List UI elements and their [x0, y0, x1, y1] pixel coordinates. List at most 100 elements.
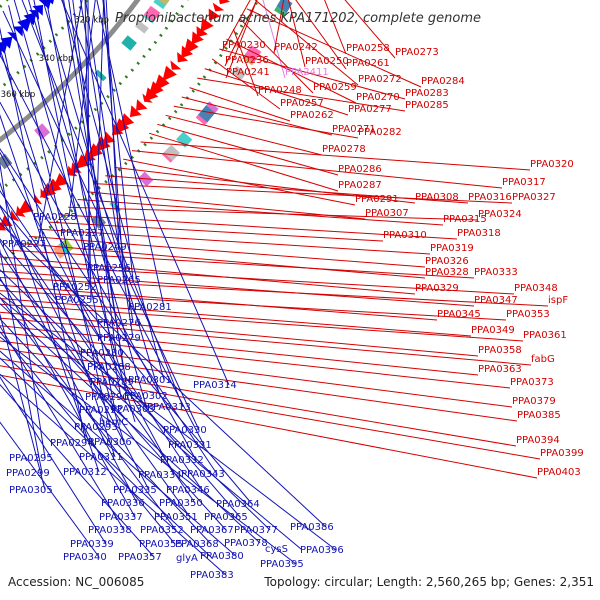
gene-label-forward: PPA0348: [514, 283, 558, 294]
reverse-label-line: [61, 0, 165, 381]
forward-label-line: [0, 331, 511, 389]
reverse-label-line: [0, 303, 261, 544]
outer-cog-block-22: [176, 131, 193, 148]
forward-label-line: [48, 221, 384, 242]
gene-label-forward: PPA0277: [348, 104, 392, 115]
gene-label-reverse: PPA0335: [113, 485, 157, 496]
gene-label-reverse: PPA0302: [124, 391, 168, 402]
forward-label-line: [0, 374, 538, 479]
gene-label-forward: PPA0326: [425, 256, 469, 267]
gene-label-forward: PPA0363: [478, 364, 522, 375]
forward-label-line: [0, 348, 518, 422]
gene-label-forward: PPA0241: [226, 67, 270, 78]
gene-label-reverse: PPA0299: [6, 468, 50, 479]
reverse-label-line: [0, 297, 302, 550]
forward-label-line: [324, 0, 347, 55]
outer-cog-block-38: [244, 45, 262, 63]
map-title: Propionibacterium acnes KPA171202, compl…: [115, 11, 481, 26]
gene-label-forward: PPA0259: [313, 82, 357, 93]
kbp-tick-label: 340 kbp: [39, 54, 74, 64]
forward-label-line: [38, 228, 431, 255]
gene-label-forward: PPA0262: [290, 110, 334, 121]
gene-label-reverse: PPA0252: [53, 282, 97, 293]
forward-label-line: [19, 242, 426, 279]
gene-label-forward: PPA0278: [322, 144, 366, 155]
gene-label-reverse: PPA0288: [87, 362, 131, 373]
reverse-label-line: [0, 161, 46, 459]
gene-label-forward: PPA0315: [443, 214, 487, 225]
forward-gene-29: [200, 17, 214, 33]
reverse-gene-41: [17, 17, 32, 32]
kbp-tick-label: 360 kbp: [1, 90, 36, 100]
gene-label-reverse: PPA0289: [90, 377, 134, 388]
gene-label-reverse: PPA0293: [74, 422, 118, 433]
reverse-label-line: [0, 181, 100, 473]
reverse-label-line: [0, 205, 150, 491]
gene-label-forward: PPA0308: [415, 192, 459, 203]
forward-label-line: [77, 199, 444, 226]
forward-gene-36: [162, 65, 177, 82]
reverse-label-line: [13, 0, 136, 423]
gene-label-reverse: PPA0377: [234, 525, 278, 536]
forward-label-line: [0, 325, 479, 376]
gene-label-reverse: PPA0279: [97, 333, 141, 344]
gene-label-forward: ispF: [548, 295, 568, 306]
reverse-gene-46: [0, 45, 3, 58]
gene-label-forward: PPA0394: [516, 435, 560, 446]
gene-label-reverse: PPA0357: [118, 552, 162, 563]
gene-label-reverse: PPA0378: [224, 538, 268, 549]
gene-label-forward: PPA0291: [355, 194, 399, 205]
reverse-label-line: [0, 325, 125, 531]
gene-label-forward: PPA0349: [471, 325, 515, 336]
reverse-label-line: [0, 53, 205, 446]
gene-label-reverse: PPA0305: [9, 485, 53, 496]
gene-label-reverse: PPA0301: [128, 375, 172, 386]
gene-label-reverse: PPA0340: [63, 552, 107, 563]
forward-label-line: [287, 0, 306, 68]
gene-label-reverse: PPA0351: [154, 512, 198, 523]
ring-layer: [0, 0, 293, 264]
forward-gene-52: [67, 165, 78, 177]
gene-label-forward: PPA0318: [457, 228, 501, 239]
gene-label-reverse: PPA0380: [200, 551, 244, 562]
forward-gene-58: [17, 199, 34, 215]
reverse-label-line: [0, 216, 196, 504]
outer-cog-block-18: [195, 112, 210, 126]
forward-label-line: [58, 214, 458, 240]
forward-label-line: [8, 249, 475, 279]
gene-label-reverse: PPA0330: [163, 425, 207, 436]
reverse-label-line: [0, 114, 116, 458]
gene-label-reverse: PPA0365: [204, 512, 248, 523]
outer-cog-block-7: [231, 68, 245, 80]
reverse-label-line: [68, 0, 124, 368]
forward-gene-53: [53, 173, 69, 187]
gene-label-reverse: PPA0367: [190, 525, 234, 536]
forward-label-line: [165, 114, 323, 156]
gene-label-reverse: PPA0343: [181, 469, 225, 480]
gene-label-forward: PPA0347: [474, 295, 518, 306]
gene-label-forward: PPA0307: [365, 208, 409, 219]
reverse-label-line: [0, 47, 125, 443]
reverse-label-line: [2, 10, 200, 431]
reverse-label-line: [96, 0, 165, 308]
gene-label-forward: PPA2411: [285, 67, 329, 78]
gene-label-reverse: PPA0311: [79, 452, 123, 463]
gene-label-reverse: PPA0352: [140, 525, 184, 536]
gene-label-forward: PPA0257: [280, 98, 324, 109]
gene-label-reverse: PPA0339: [70, 539, 114, 550]
gene-label-forward: PPA0273: [395, 47, 439, 58]
reverse-label-line: [0, 384, 155, 558]
forward-gene-35: [170, 60, 182, 70]
forward-label-line: [295, 0, 347, 70]
gene-label-forward: PPA0283: [405, 88, 449, 99]
gene-label-reverse: PPA0313: [147, 402, 191, 413]
forward-label-line: [225, 0, 258, 79]
gene-label-forward: PPA0373: [510, 377, 554, 388]
forward-gene-34: [177, 52, 189, 63]
gene-label-forward: PPA0361: [523, 330, 567, 341]
gene-label-forward: PPA0353: [506, 309, 550, 320]
outer-cog-block-31: [274, 6, 287, 17]
gene-label-reverse: PPA0314: [193, 380, 237, 391]
